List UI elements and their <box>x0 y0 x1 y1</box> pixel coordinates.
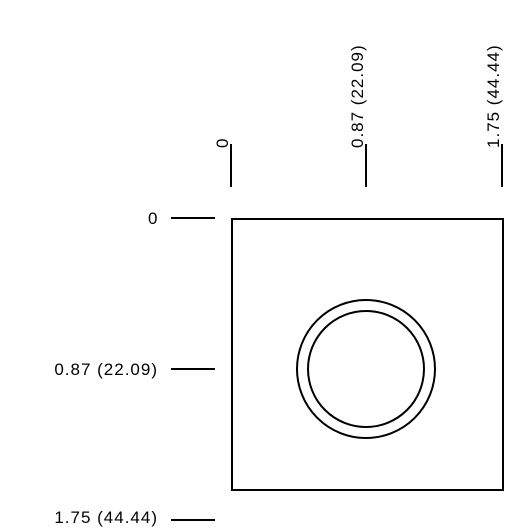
left-label-0: 0 <box>148 209 158 229</box>
left-tick-0 <box>171 217 215 219</box>
top-tick-0 <box>230 144 232 187</box>
left-tick-1 <box>171 368 215 370</box>
left-label-2: 1.75 (44.44) <box>2 508 158 528</box>
top-label-2: 1.75 (44.44) <box>484 44 504 148</box>
inner-circle <box>307 310 425 428</box>
left-label-1: 0.87 (22.09) <box>2 360 158 380</box>
top-tick-1 <box>365 144 367 187</box>
left-tick-2 <box>171 519 215 521</box>
top-label-0: 0 <box>213 138 233 148</box>
top-tick-2 <box>501 144 503 187</box>
top-label-1: 0.87 (22.09) <box>348 44 368 148</box>
